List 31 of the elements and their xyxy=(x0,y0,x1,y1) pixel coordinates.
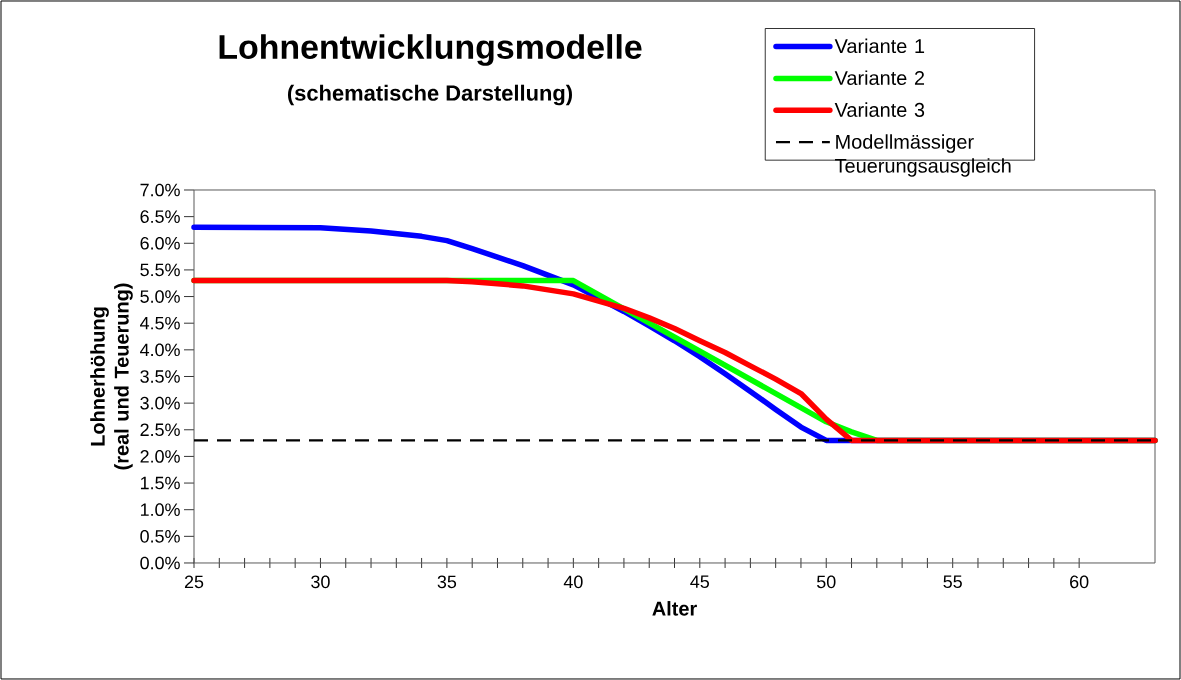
y-tick-label: 0.5% xyxy=(140,529,180,543)
y-tick-label: 2.5% xyxy=(140,423,180,437)
y-tick-label: 6.0% xyxy=(140,236,180,250)
legend-label: Variante 2 xyxy=(834,70,925,86)
x-tick-label: 40 xyxy=(563,575,583,589)
y-tick-label: 2.0% xyxy=(140,450,180,463)
y-tick-label: 5.0% xyxy=(140,290,180,303)
y-tick-label: 6.5% xyxy=(140,210,180,223)
x-tick-label: 25 xyxy=(184,575,204,589)
x-tick-label: 50 xyxy=(816,575,836,589)
x-tick-label: 60 xyxy=(1070,575,1089,589)
x-tick-label: 35 xyxy=(437,575,457,589)
chart-subtitle: (schematische Darstellung) xyxy=(287,84,572,106)
y-tick-label: 3.5% xyxy=(140,370,180,383)
chart-title: Lohnentwicklungsmodelle xyxy=(219,34,642,66)
x-tick-label: 55 xyxy=(943,575,962,589)
legend-label: Modellmässiger Teuerungsausgleich xyxy=(835,134,1011,177)
y-tick-label: 7.0% xyxy=(140,183,180,197)
y-axis-title: Lohnerhöhung (real und Teuerung) xyxy=(90,283,133,470)
y-tick-label: 4.0% xyxy=(140,343,180,357)
x-tick-label: 30 xyxy=(311,575,330,589)
x-tick-label: 45 xyxy=(690,575,710,589)
y-tick-label: 1.0% xyxy=(140,503,180,517)
legend-label: Variante 3 xyxy=(834,102,925,117)
y-tick-label: 4.5% xyxy=(140,316,180,330)
x-axis-title: Alter xyxy=(652,601,697,616)
legend-label: Variante 1 xyxy=(834,38,925,54)
y-tick-label: 0.0% xyxy=(140,556,180,570)
y-tick-label: 3.0% xyxy=(140,396,180,410)
y-tick-label: 5.5% xyxy=(140,263,180,277)
y-tick-label: 1.5% xyxy=(140,476,180,490)
